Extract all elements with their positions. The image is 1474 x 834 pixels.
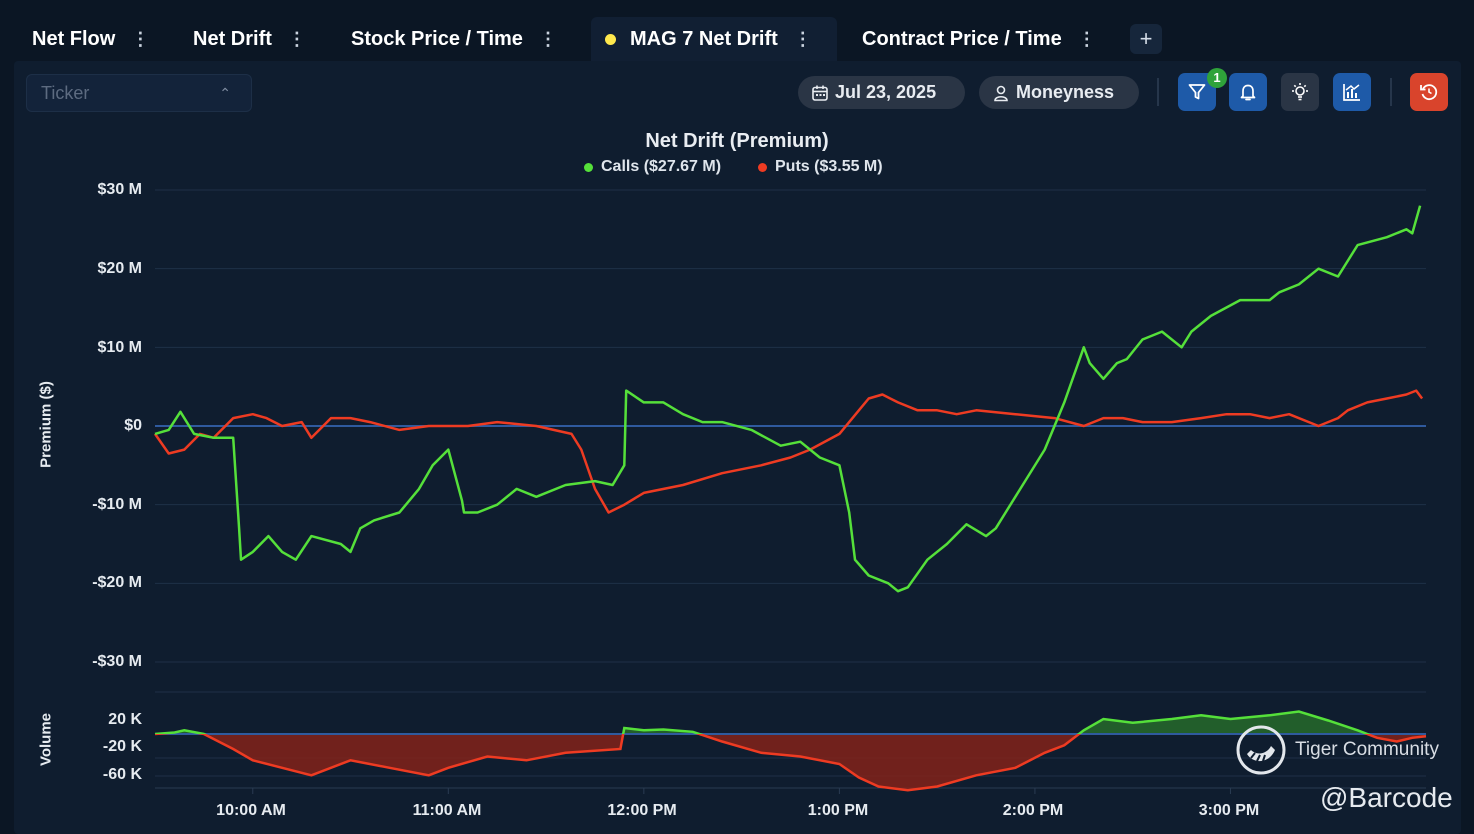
volume-negative-area [155,734,1426,791]
add-tab-button[interactable]: + [1130,24,1162,54]
chart-icon [1343,84,1360,101]
tab-label: MAG 7 Net Drift [630,27,778,50]
x-tick-label: 12:00 PM [607,802,677,819]
chart-settings-button[interactable] [1333,73,1371,111]
tab-contract-price-time[interactable]: Contract Price / Time ⋮ [848,17,1110,61]
tab-bar: Net Flow ⋮ Net Drift ⋮ Stock Price / Tim… [0,0,1474,61]
tab-net-drift[interactable]: Net Drift ⋮ [179,17,320,61]
date-label: Jul 23, 2025 [835,82,937,102]
tab-label: Net Drift [193,27,272,50]
calendar-icon [812,85,828,101]
volume-tick-label: -20 K [102,738,142,755]
author-handle: @Barcode [1320,782,1453,813]
tab-label: Net Flow [32,27,116,50]
tab-net-flow[interactable]: Net Flow ⋮ [18,17,163,61]
insights-button[interactable] [1281,73,1319,111]
tab-menu-icon[interactable]: ⋮ [538,28,557,49]
chart-title: Net Drift (Premium) [645,130,829,152]
y-tick-label: -$20 M [92,574,142,591]
tab-mag7-net-drift[interactable]: MAG 7 Net Drift ⋮ [591,17,837,61]
filter-count-badge: 1 [1207,68,1227,88]
person-icon [994,85,1008,101]
x-tick-label: 1:00 PM [807,802,869,819]
active-indicator-icon [605,33,616,45]
reset-button[interactable] [1410,73,1448,111]
tab-menu-icon[interactable]: ⋮ [131,28,150,49]
tab-stock-price-time[interactable]: Stock Price / Time ⋮ [337,17,571,61]
x-tick-label: 11:00 AM [412,802,482,819]
y-tick-label: $30 M [97,181,142,198]
legend-puts-dot [758,162,767,172]
volume-puts-line [155,734,1427,792]
watermark-label: Tiger Community [1295,739,1439,760]
volume-tick-label: 20 K [108,711,142,728]
tiger-community-watermark: Tiger Community [1235,724,1439,776]
y-tick-label: $0 [124,417,142,434]
legend-puts-label: Puts ($3.55 M) [775,158,883,175]
filter-icon [1188,84,1206,100]
tab-menu-icon[interactable]: ⋮ [287,28,306,49]
legend-calls-dot [584,162,593,172]
volume-positive-area [155,711,1426,734]
moneyness-label: Moneyness [1016,82,1115,102]
tiger-logo-icon [1236,725,1286,775]
x-tick-label: 2:00 PM [1002,802,1064,819]
tab-menu-icon[interactable]: ⋮ [793,28,812,49]
legend-puts[interactable]: Puts ($3.55 M) [758,158,883,176]
x-tick-label: 10:00 AM [216,802,286,819]
y-tick-label: $20 M [97,260,142,277]
legend-calls-label: Calls ($27.67 M) [601,158,722,175]
series-puts-line [153,389,1424,514]
lightbulb-icon [1292,83,1308,101]
volume-tick-label: -60 K [102,766,142,783]
y-tick-label: $10 M [97,339,142,356]
series-calls-line [154,205,1422,593]
moneyness-button[interactable]: Moneyness [979,76,1139,109]
toolbar-divider [1390,78,1392,106]
bell-icon [1240,84,1256,101]
alerts-button[interactable] [1229,73,1267,111]
date-picker-button[interactable]: Jul 23, 2025 [798,76,965,109]
chevron-up-down-icon: ⌃ [219,85,231,101]
reset-icon [1420,84,1438,101]
tab-label: Stock Price / Time [351,27,523,50]
toolbar-divider [1157,78,1159,106]
tab-label: Contract Price / Time [862,27,1062,50]
volume-calls-line [154,710,1371,734]
y-tick-label: -$30 M [92,653,142,670]
legend-calls[interactable]: Calls ($27.67 M) [584,158,721,176]
ticker-select[interactable]: Ticker ⌃ [26,74,252,112]
x-tick-label: 3:00 PM [1198,802,1260,819]
tab-menu-icon[interactable]: ⋮ [1077,28,1096,49]
ticker-placeholder: Ticker [41,83,90,103]
y-tick-label: -$10 M [92,496,142,513]
